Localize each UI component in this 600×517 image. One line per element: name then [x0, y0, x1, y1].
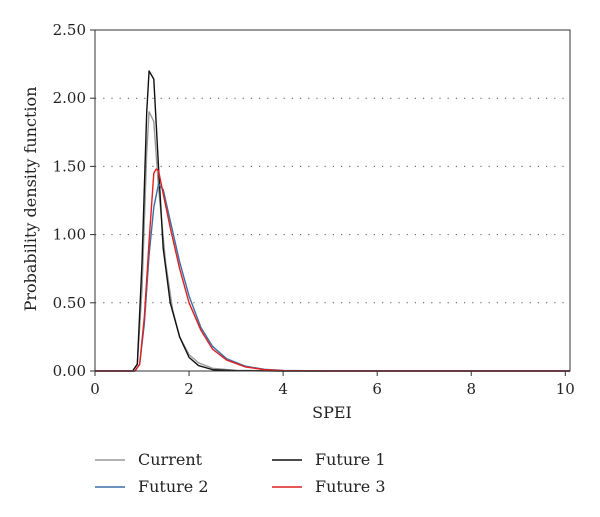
- ticks-layer: 0.00 0.50 1.00 1.50 2.00 2.50 0 2 4 6 8 10: [53, 21, 575, 398]
- legend-label-current: Current: [138, 450, 203, 469]
- axes-layer: [94, 29, 571, 372]
- series-line-future-3: [95, 168, 570, 372]
- x-tick-label-5: 10: [556, 380, 575, 398]
- y-tick-label-5: 2.50: [53, 21, 86, 39]
- y-tick-label-4: 2.00: [53, 89, 86, 107]
- series-line-future-1: [95, 70, 570, 372]
- x-tick-label-2: 4: [278, 380, 288, 398]
- x-tick-label-1: 2: [184, 380, 194, 398]
- x-tick-label-4: 8: [466, 380, 476, 398]
- x-axis-title: SPEI: [312, 403, 352, 422]
- plot-frame: [94, 29, 571, 372]
- legend-label-future-3: Future 3: [315, 477, 386, 496]
- y-tick-label-2: 1.00: [53, 226, 86, 244]
- x-tick-label-0: 0: [90, 380, 100, 398]
- legend: Current Future 1 Future 2 Future 3: [95, 450, 386, 496]
- y-tick-label-3: 1.50: [53, 157, 86, 175]
- series-line-current: [95, 111, 570, 372]
- y-axis-title: Probability density function: [21, 87, 40, 312]
- y-tick-label-0: 0.00: [53, 362, 86, 380]
- y-tick-label-1: 0.50: [53, 294, 86, 312]
- legend-label-future-1: Future 1: [315, 450, 386, 469]
- series-layer: [95, 70, 570, 372]
- series-line-future-2: [95, 183, 570, 372]
- legend-label-future-2: Future 2: [138, 477, 209, 496]
- x-tick-label-3: 6: [372, 380, 382, 398]
